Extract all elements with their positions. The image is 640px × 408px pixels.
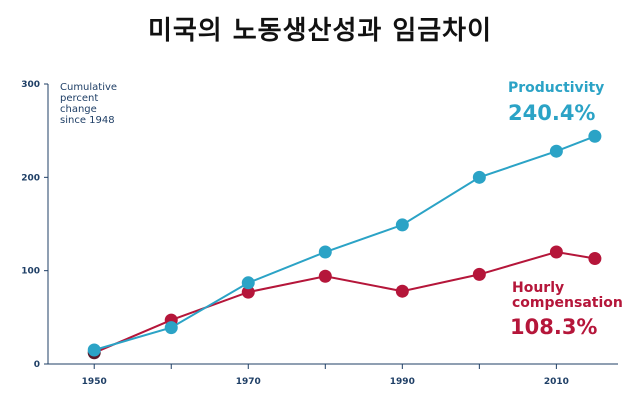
productivity-line (93, 135, 596, 351)
compensation-label-line: compensation (512, 295, 623, 311)
y-axis-note-line: change (60, 104, 97, 115)
x-tick-label: 1970 (236, 377, 261, 387)
productivity-total: 240.4% (508, 101, 595, 125)
productivity-point (588, 129, 602, 143)
y-tick-label: 300 (21, 80, 40, 90)
x-tick-label: 1950 (82, 377, 107, 387)
productivity-point (395, 218, 409, 232)
axis-ticks: 0 100 200 300 1950 1970 1990 2010 (21, 80, 569, 387)
y-axis-note-line: Cumulative (60, 82, 117, 93)
series-lines (93, 135, 596, 354)
compensation-line (93, 250, 596, 354)
compensation-point (588, 252, 602, 266)
productivity-point (472, 170, 486, 184)
compensation-label-line: Hourly (512, 280, 564, 296)
compensation-total: 108.3% (510, 315, 597, 339)
productivity-point (241, 276, 255, 290)
compensation-point (395, 284, 409, 298)
productivity-point (549, 144, 563, 158)
series-points (87, 129, 602, 360)
x-tick-label: 1990 (390, 377, 415, 387)
productivity-point (164, 321, 178, 335)
axes (47, 84, 618, 365)
compensation-point (318, 269, 332, 283)
chart-title: 미국의 노동생산성과 임금차이 (147, 16, 493, 46)
y-tick-label: 0 (34, 360, 40, 370)
y-axis-note-line: since 1948 (60, 115, 115, 126)
productivity-point (87, 343, 101, 357)
compensation-point (549, 245, 563, 259)
compensation-point (472, 267, 486, 281)
productivity-point (318, 245, 332, 259)
compensation-point (241, 285, 255, 299)
y-tick-label: 100 (21, 267, 40, 277)
x-tick-label: 2010 (544, 377, 569, 387)
productivity-label: Productivity (508, 80, 604, 96)
y-tick-label: 200 (21, 173, 40, 183)
y-axis-note-line: percent (60, 93, 98, 104)
